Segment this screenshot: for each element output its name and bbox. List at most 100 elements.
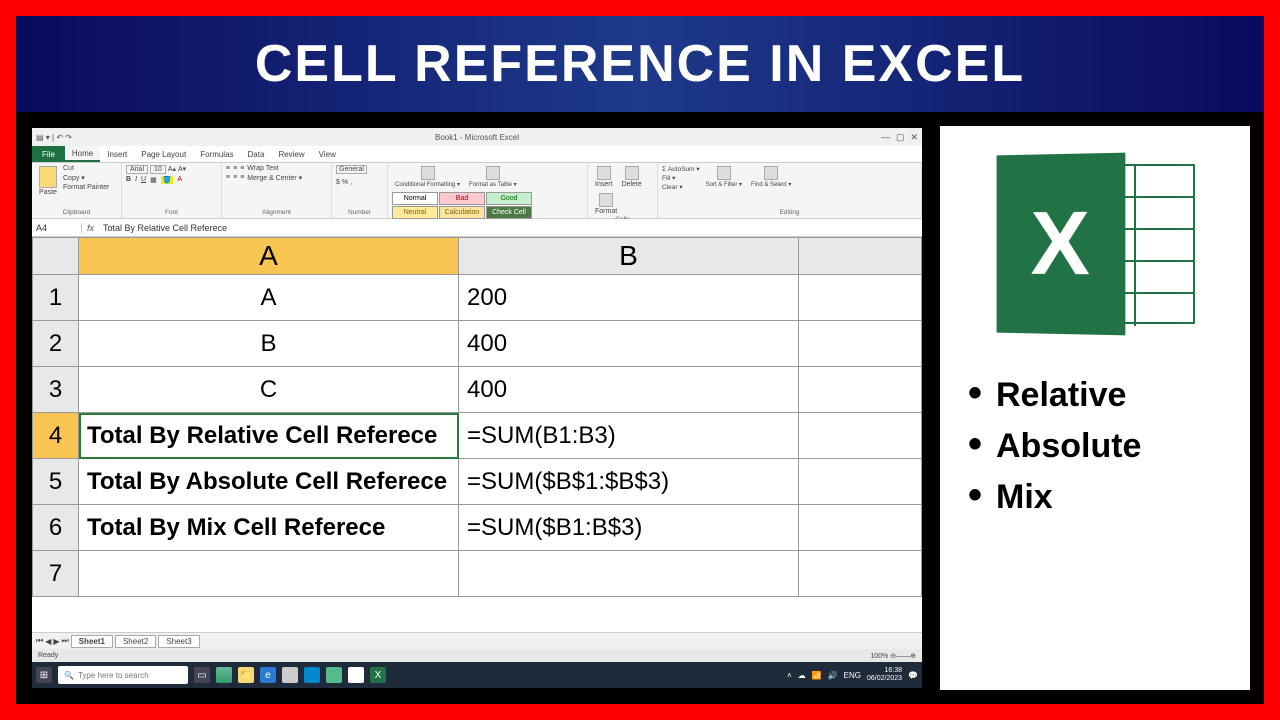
minimize-button[interactable]: — [881, 132, 890, 143]
cell-c2[interactable] [799, 321, 922, 367]
cell-b1[interactable]: 200 [459, 275, 799, 321]
italic-button[interactable]: I [135, 176, 137, 184]
merge-center-button[interactable]: Merge & Center ▾ [247, 174, 302, 182]
align-top-button[interactable]: ≡ [226, 165, 230, 172]
find-select-button[interactable]: Find & Select ▾ [748, 165, 794, 189]
cell-a3[interactable]: C [79, 367, 459, 413]
taskbar-app-5[interactable] [304, 667, 320, 683]
style-cell-normal[interactable]: Normal [392, 192, 438, 205]
maximize-button[interactable]: ▢ [896, 132, 905, 143]
align-bot-button[interactable]: ≡ [240, 165, 244, 172]
name-box[interactable]: A4 [32, 223, 82, 233]
number-format-select[interactable]: General [336, 165, 367, 174]
taskbar-app-edge[interactable]: e [260, 667, 276, 683]
paste-button[interactable]: Paste [36, 165, 60, 197]
style-cell-good[interactable]: Good [486, 192, 532, 205]
format-as-table-button[interactable]: Format as Table ▾ [466, 165, 520, 189]
wrap-text-button[interactable]: Wrap Text [247, 165, 278, 172]
cell-a4[interactable]: Total By Relative Cell Referece [79, 413, 459, 459]
cut-button[interactable]: Cut [63, 165, 109, 172]
taskbar-app-chrome[interactable]: ◉ [348, 667, 364, 683]
column-header-empty[interactable] [799, 238, 922, 275]
row-header-5[interactable]: 5 [33, 459, 79, 505]
font-size-select[interactable]: 10 [150, 165, 166, 174]
conditional-formatting-button[interactable]: Conditional Formatting ▾ [392, 165, 463, 189]
fill-button[interactable]: Fill ▾ [662, 174, 700, 182]
fill-color-button[interactable]: 🪣 [161, 176, 174, 184]
increase-font-button[interactable]: A▴ [168, 165, 176, 174]
autosum-button[interactable]: Σ AutoSum ▾ [662, 165, 700, 173]
sheet-nav-last[interactable]: ⏭ [62, 636, 69, 646]
format-cells-button[interactable]: Format [592, 192, 620, 216]
cell-c1[interactable] [799, 275, 922, 321]
row-header-6[interactable]: 6 [33, 505, 79, 551]
cell-b6[interactable]: =SUM($B1:B$3) [459, 505, 799, 551]
tab-data[interactable]: Data [241, 146, 272, 162]
cell-c7[interactable] [799, 551, 922, 597]
cell-a1[interactable]: A [79, 275, 459, 321]
task-view-button[interactable]: ▭ [194, 667, 210, 683]
clear-button[interactable]: Clear ▾ [662, 183, 700, 191]
style-cell-calculation[interactable]: Calculation [439, 206, 485, 219]
taskbar-app-explorer[interactable]: 📁 [238, 667, 254, 683]
cell-b4[interactable]: =SUM(B1:B3) [459, 413, 799, 459]
border-button[interactable]: ▦ [150, 176, 157, 184]
tray-notifications-icon[interactable]: 💬 [908, 671, 918, 680]
sheet-tab-3[interactable]: Sheet3 [158, 635, 199, 648]
fx-icon[interactable]: fx [82, 223, 99, 233]
format-painter-button[interactable]: Format Painter [63, 184, 109, 191]
spreadsheet-grid[interactable]: A B 1A2002B4003C4004Total By Relative Ce… [32, 237, 922, 632]
tab-formulas[interactable]: Formulas [193, 146, 240, 162]
align-center-button[interactable]: ≡ [233, 174, 237, 182]
underline-button[interactable]: U [141, 176, 146, 184]
start-button[interactable]: ⊞ [36, 667, 52, 683]
tray-wifi-icon[interactable]: 📶 [812, 671, 822, 680]
tab-home[interactable]: Home [65, 146, 100, 162]
tab-page-layout[interactable]: Page Layout [134, 146, 193, 162]
bold-button[interactable]: B [126, 176, 131, 184]
taskbar-search[interactable]: 🔍 Type here to search [58, 666, 188, 684]
column-header-b[interactable]: B [459, 238, 799, 275]
cell-b5[interactable]: =SUM($B$1:$B$3) [459, 459, 799, 505]
row-header-1[interactable]: 1 [33, 275, 79, 321]
tab-insert[interactable]: Insert [100, 146, 134, 162]
align-right-button[interactable]: ≡ [240, 174, 244, 182]
row-header-7[interactable]: 7 [33, 551, 79, 597]
insert-cells-button[interactable]: Insert [592, 165, 616, 189]
sheet-nav-next[interactable]: ▶ [53, 637, 59, 646]
formula-input[interactable]: Total By Relative Cell Referece [99, 223, 922, 233]
cell-c4[interactable] [799, 413, 922, 459]
cell-c3[interactable] [799, 367, 922, 413]
select-all-corner[interactable] [33, 238, 79, 275]
font-color-button[interactable]: A [177, 176, 182, 184]
cell-b7[interactable] [459, 551, 799, 597]
style-cell-check-cell[interactable]: Check Cell [486, 206, 532, 219]
zoom-control[interactable]: 100% ⊖——⊕ [870, 652, 916, 660]
taskbar-app-6[interactable] [326, 667, 342, 683]
column-header-a[interactable]: A [79, 238, 459, 275]
row-header-3[interactable]: 3 [33, 367, 79, 413]
cell-b2[interactable]: 400 [459, 321, 799, 367]
currency-button[interactable]: $ [336, 179, 340, 186]
cell-a5[interactable]: Total By Absolute Cell Referece [79, 459, 459, 505]
row-header-2[interactable]: 2 [33, 321, 79, 367]
tray-volume-icon[interactable]: 🔊 [828, 671, 838, 680]
tab-file[interactable]: File [32, 146, 65, 162]
style-cell-bad[interactable]: Bad [439, 192, 485, 205]
decrease-font-button[interactable]: A▾ [178, 165, 186, 174]
taskbar-app-excel[interactable]: X [370, 667, 386, 683]
cell-a7[interactable] [79, 551, 459, 597]
comma-button[interactable]: , [350, 179, 352, 186]
percent-button[interactable]: % [342, 179, 348, 186]
row-header-4[interactable]: 4 [33, 413, 79, 459]
sort-filter-button[interactable]: Sort & Filter ▾ [703, 165, 745, 189]
cell-c6[interactable] [799, 505, 922, 551]
align-mid-button[interactable]: ≡ [233, 165, 237, 172]
tab-review[interactable]: Review [271, 146, 311, 162]
cell-a2[interactable]: B [79, 321, 459, 367]
sheet-nav-first[interactable]: ⏮ [36, 636, 43, 646]
taskbar-app-4[interactable] [282, 667, 298, 683]
copy-button[interactable]: Copy ▾ [63, 174, 109, 182]
taskbar-app-1[interactable] [216, 667, 232, 683]
tab-view[interactable]: View [312, 146, 343, 162]
